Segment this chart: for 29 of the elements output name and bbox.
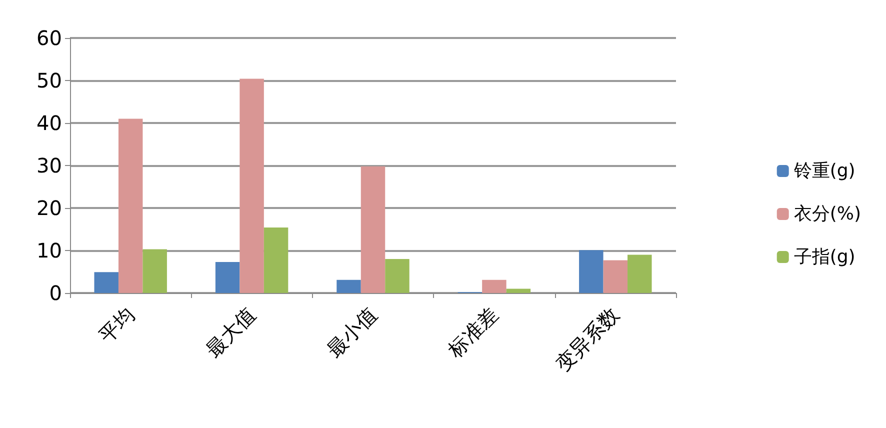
bar [360, 166, 386, 293]
x-tick-label: 最小值 [322, 302, 382, 362]
bar [336, 280, 361, 293]
x-tick-label: 变异系数 [550, 302, 624, 376]
x-tick-label: 标准差 [442, 302, 503, 363]
y-tick-label: 60 [36, 26, 62, 50]
bar [142, 249, 167, 293]
bar [482, 280, 506, 293]
y-tick-label: 10 [36, 238, 62, 262]
y-tick-label: 0 [49, 281, 62, 305]
bar [385, 259, 410, 293]
bar [118, 118, 143, 293]
bar [264, 228, 288, 293]
bar [215, 262, 240, 293]
bar [506, 288, 531, 293]
bar [240, 78, 264, 293]
legend-label: 子指(g) [794, 246, 856, 268]
legend-label: 衣分(%) [794, 204, 862, 224]
bar [628, 254, 652, 293]
bar [94, 272, 118, 293]
y-tick-label: 30 [36, 154, 62, 178]
x-tick-label: 最大值 [200, 302, 260, 362]
bar [603, 260, 628, 293]
y-tick-label: 20 [36, 196, 62, 220]
y-tick-label: 50 [36, 68, 62, 92]
y-tick-label: 40 [36, 111, 62, 135]
legend-label: 铃重(g) [792, 160, 856, 182]
bar [579, 250, 604, 293]
x-tick-label: 平均 [94, 302, 140, 348]
